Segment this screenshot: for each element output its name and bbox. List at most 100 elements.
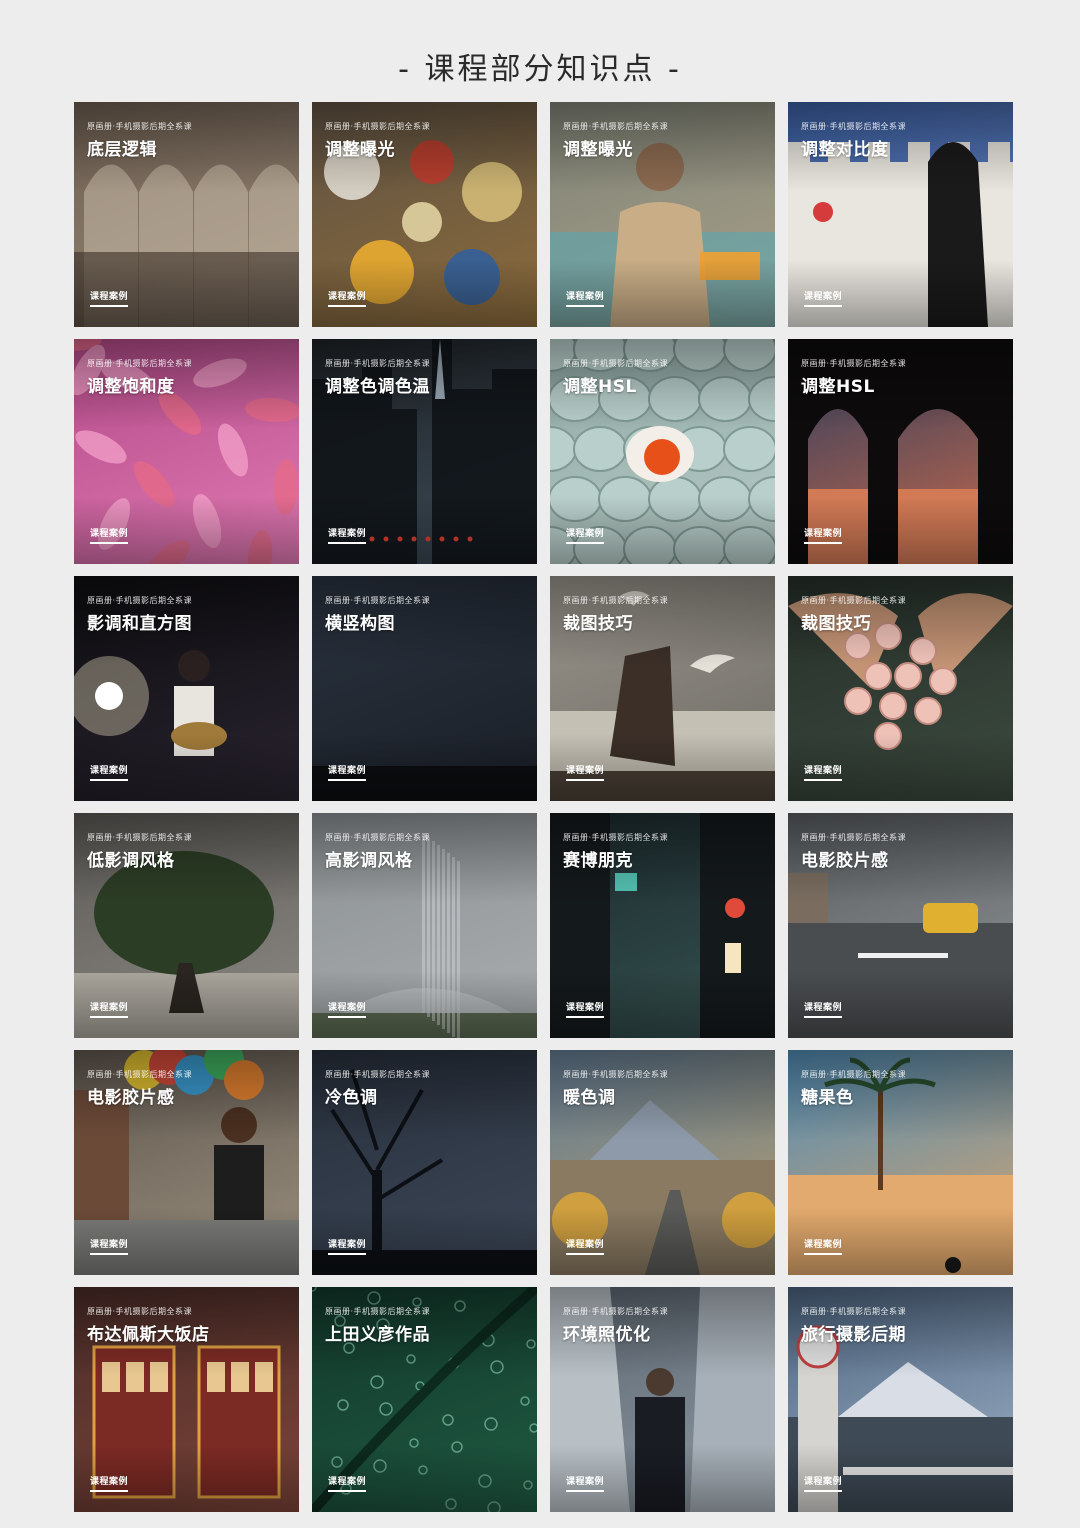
course-card[interactable]: 原画册·手机摄影后期全系课调整色调色温 课程案例 [312,339,537,564]
course-card[interactable]: 原画册·手机摄影后期全系课低影调风格课程案例 [74,813,299,1038]
course-case-link[interactable]: 课程案例 [90,763,129,781]
card-overlay [312,1050,537,1275]
card-overlay [550,813,775,1038]
course-case-link[interactable]: 课程案例 [90,289,129,307]
card-overlay [788,813,1013,1038]
card-title: 裁图技巧 [801,614,871,634]
course-card[interactable]: 原画册·手机摄影后期全系课 横竖构图 课程案例 [312,576,537,801]
course-card[interactable]: 原画册·手机摄影后期全系课 电影胶片感 课程案例 [74,1050,299,1275]
card-title: 糖果色 [801,1088,854,1108]
card-title: 高影调风格 [325,851,413,871]
course-card[interactable]: 原画册·手机摄影后期全系课 裁图技巧 课程案例 [550,576,775,801]
card-photo [788,339,1013,564]
card-title: 影调和直方图 [87,614,192,634]
course-case-link[interactable]: 课程案例 [566,1474,605,1492]
card-photo [74,576,299,801]
series-label: 原画册·手机摄影后期全系课 [801,1307,907,1316]
course-case-link[interactable]: 课程案例 [328,1237,367,1255]
card-overlay [312,576,537,801]
series-label: 原画册·手机摄影后期全系课 [801,122,907,131]
series-label: 原画册·手机摄影后期全系课 [87,359,193,368]
course-case-link[interactable]: 课程案例 [328,289,367,307]
course-card[interactable]: 原画册·手机摄影后期全系课 调整HSL 课程案例 [788,339,1013,564]
course-card[interactable]: 原画册·手机摄影后期全系课高影调风格课程案例 [312,813,537,1038]
card-title: 调整色调色温 [325,377,430,397]
course-case-link[interactable]: 课程案例 [90,1237,129,1255]
course-card[interactable]: 原画册·手机摄影后期全系课影调和直方图 课程案例 [74,576,299,801]
course-case-link[interactable]: 课程案例 [804,1474,843,1492]
card-title: 电影胶片感 [801,851,889,871]
series-label: 原画册·手机摄影后期全系课 [87,1070,193,1079]
series-label: 原画册·手机摄影后期全系课 [801,596,907,605]
card-overlay [788,1050,1013,1275]
card-title: 旅行摄影后期 [801,1325,906,1345]
course-case-link[interactable]: 课程案例 [566,763,605,781]
card-photo [312,102,537,327]
card-overlay [74,576,299,801]
card-photo [550,813,775,1038]
series-label: 原画册·手机摄影后期全系课 [325,359,431,368]
course-case-link[interactable]: 课程案例 [90,526,129,544]
card-photo [788,576,1013,801]
card-title: 调整HSL [563,377,637,397]
series-label: 原画册·手机摄影后期全系课 [325,833,431,842]
course-case-link[interactable]: 课程案例 [566,1000,605,1018]
course-case-link[interactable]: 课程案例 [328,1000,367,1018]
course-card[interactable]: 原画册·手机摄影后期全系课 调整曝光 课程案例 [550,102,775,327]
course-card[interactable]: 原画册·手机摄影后期全系课 调整饱和度 课程案例 [74,339,299,564]
course-card[interactable]: 原画册·手机摄影后期全系课 糖果色 课程案例 [788,1050,1013,1275]
card-photo [788,1050,1013,1275]
course-card[interactable]: 原画册·手机摄影后期全系课 调整曝光 课程案例 [312,102,537,327]
card-photo [312,1050,537,1275]
series-label: 原画册·手机摄影后期全系课 [87,596,193,605]
course-card[interactable]: 原画册·手机摄影后期全系课旅行摄影后期 课程案例 [788,1287,1013,1512]
course-card[interactable]: 原画册·手机摄影后期全系课调整HSL 课程案例 [550,339,775,564]
card-overlay [788,339,1013,564]
card-title: 调整对比度 [801,140,889,160]
card-overlay [550,1050,775,1275]
card-photo [550,576,775,801]
card-photo [74,102,299,327]
series-label: 原画册·手机摄影后期全系课 [87,833,193,842]
series-label: 原画册·手机摄影后期全系课 [325,596,431,605]
course-case-link[interactable]: 课程案例 [804,526,843,544]
course-card[interactable]: 原画册·手机摄影后期全系课 底层逻辑 课程案例 [74,102,299,327]
course-card[interactable]: 原画册·手机摄影后期全系课 冷色调 课程案例 [312,1050,537,1275]
course-case-link[interactable]: 课程案例 [804,763,843,781]
course-case-link[interactable]: 课程案例 [328,1474,367,1492]
course-card[interactable]: 原画册·手机摄影后期全系课 电影胶片感 课程案例 [788,813,1013,1038]
series-label: 原画册·手机摄影后期全系课 [563,1307,669,1316]
card-photo [312,813,537,1038]
card-overlay [550,339,775,564]
card-title: 低影调风格 [87,851,175,871]
course-card[interactable]: 原画册·手机摄影后期全系课 暖色调 课程案例 [550,1050,775,1275]
card-overlay [550,1287,775,1512]
course-case-link[interactable]: 课程案例 [566,1237,605,1255]
card-overlay [312,1287,537,1512]
card-photo [74,813,299,1038]
series-label: 原画册·手机摄影后期全系课 [563,359,669,368]
course-card[interactable]: 原画册·手机摄影后期全系课裁图技巧课程案例 [788,576,1013,801]
card-photo [788,102,1013,327]
course-card[interactable]: 原画册·手机摄影后期全系课 布达佩斯大饭店 课程案例 [74,1287,299,1512]
course-case-link[interactable]: 课程案例 [804,1000,843,1018]
course-card[interactable]: 原画册·手机摄影后期全系课调整对比度课程案例 [788,102,1013,327]
card-photo [788,1287,1013,1512]
card-photo [788,813,1013,1038]
card-overlay [312,813,537,1038]
course-case-link[interactable]: 课程案例 [804,1237,843,1255]
course-case-link[interactable]: 课程案例 [328,763,367,781]
course-case-link[interactable]: 课程案例 [566,526,605,544]
course-case-link[interactable]: 课程案例 [90,1474,129,1492]
course-case-link[interactable]: 课程案例 [328,526,367,544]
course-card[interactable]: 原画册·手机摄影后期全系课 环境照优化 课程案例 [550,1287,775,1512]
course-case-link[interactable]: 课程案例 [804,289,843,307]
card-overlay [74,1287,299,1512]
card-photo [550,339,775,564]
course-case-link[interactable]: 课程案例 [566,289,605,307]
course-card[interactable]: 原画册·手机摄影后期全系课 上田义彦作品 课程案例 [312,1287,537,1512]
course-case-link[interactable]: 课程案例 [90,1000,129,1018]
card-photo [312,339,537,564]
course-card[interactable]: 原画册·手机摄影后期全系课 赛博朋克 课程案例 [550,813,775,1038]
card-title: 布达佩斯大饭店 [87,1325,210,1345]
